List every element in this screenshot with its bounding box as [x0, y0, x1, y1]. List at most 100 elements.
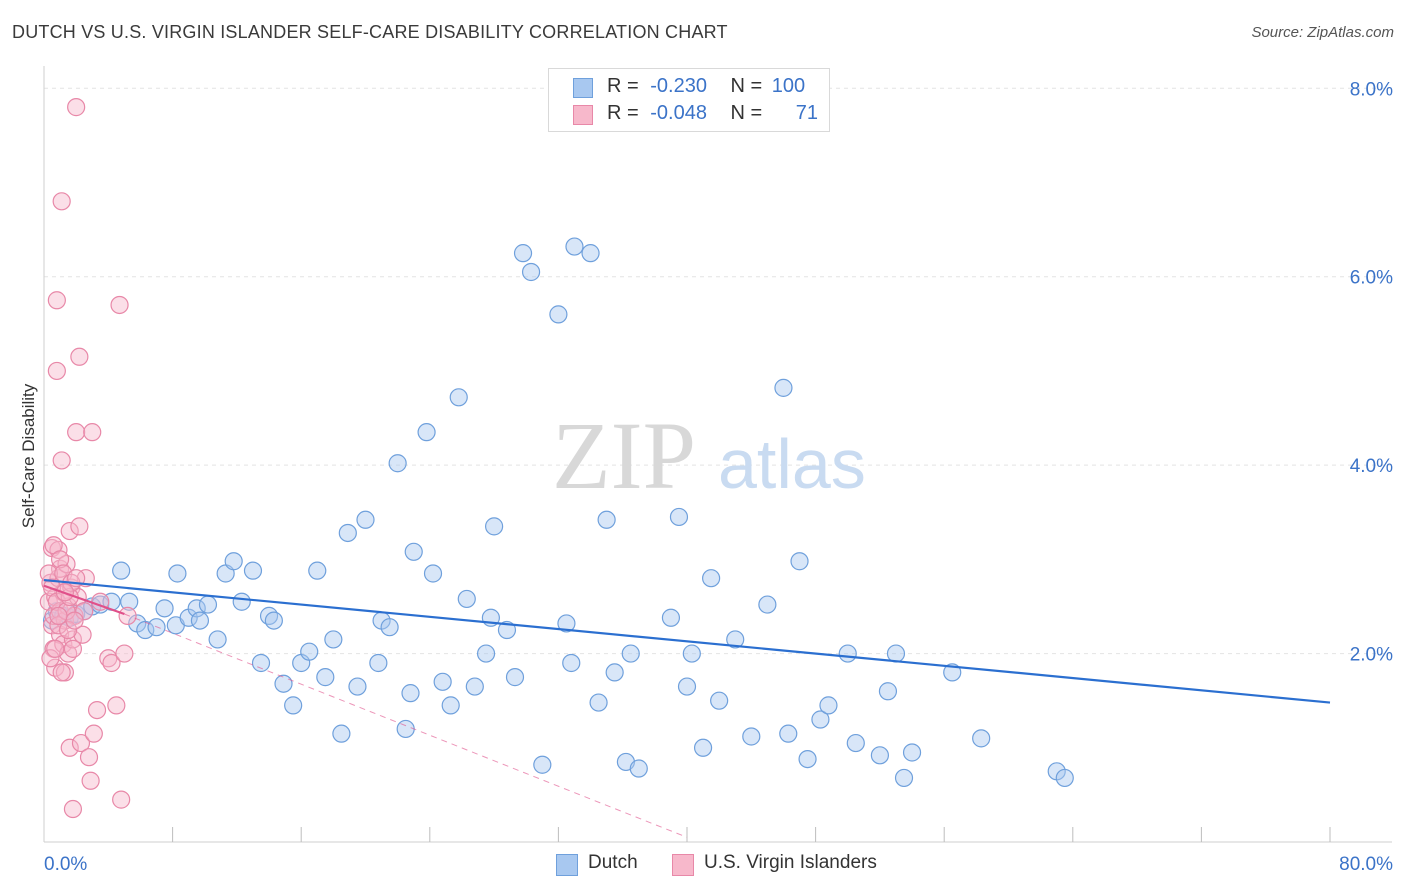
dutch-point	[549, 305, 568, 324]
usvi-point	[50, 550, 70, 569]
dutch-point	[332, 724, 351, 743]
usvi-point	[63, 630, 83, 649]
usvi-point	[41, 649, 60, 668]
dutch-point	[621, 644, 640, 663]
watermark-atlas: atlas	[718, 425, 866, 503]
watermark-zip: ZIP	[552, 402, 696, 509]
dutch-point	[274, 674, 293, 693]
usvi-swatch	[573, 105, 593, 125]
dutch-point	[457, 589, 476, 609]
dutch-point	[838, 644, 857, 663]
dutch-point	[369, 653, 388, 673]
usvi-point	[115, 644, 134, 663]
dutch-point	[557, 614, 576, 633]
dutch-point	[597, 510, 616, 529]
usvi-point	[49, 606, 68, 625]
usvi-point	[52, 663, 71, 682]
usvi-point	[60, 738, 79, 757]
dutch-point	[497, 620, 517, 640]
dutch-point	[251, 653, 271, 673]
dutch-point	[790, 552, 809, 571]
dutch-point	[284, 696, 303, 715]
dutch-point	[742, 727, 761, 746]
dutch-point	[243, 561, 263, 580]
y-tick-label: 6.0%	[1350, 268, 1393, 289]
dutch-point	[779, 724, 798, 743]
usvi-trend-extension	[124, 613, 688, 838]
dutch-point	[120, 592, 139, 611]
dutch-point	[972, 729, 991, 748]
usvi-point	[83, 423, 102, 442]
dutch-point	[774, 378, 793, 397]
usvi-point	[79, 748, 99, 767]
gridlines	[44, 87, 1392, 655]
usvi-r-label: R =	[607, 102, 639, 124]
dutch-point	[380, 618, 399, 637]
dutch-point	[505, 668, 525, 687]
dutch-point	[798, 749, 817, 769]
dutch-point	[661, 608, 681, 627]
dutch-point	[423, 564, 443, 583]
usvi-point	[107, 696, 126, 715]
dutch-point	[308, 561, 327, 580]
dutch-point	[190, 611, 210, 630]
dutch-point	[811, 710, 830, 729]
usvi-r-value: -0.048	[650, 102, 707, 124]
dutch-point	[476, 644, 496, 663]
usvi-n-label: N =	[730, 102, 763, 124]
usvi-point	[52, 192, 71, 211]
dutch-point	[401, 684, 420, 703]
bottom-dutch-label: Dutch	[588, 852, 638, 873]
usvi-point	[76, 569, 95, 588]
dutch-point	[433, 672, 452, 691]
dutch-point	[112, 561, 131, 580]
dutch-point	[533, 755, 552, 774]
dutch-point	[198, 595, 218, 614]
dutch-point	[208, 630, 227, 649]
bottom-dutch-swatch	[556, 854, 578, 876]
dutch-point	[565, 237, 584, 256]
dutch-point	[168, 564, 187, 583]
dutch-point	[521, 262, 541, 282]
usvi-point	[60, 521, 79, 541]
dutch-point	[819, 696, 838, 715]
dutch-point	[465, 677, 484, 696]
dutch-point	[264, 611, 283, 630]
dutch-point	[726, 630, 745, 649]
dutch-point	[693, 738, 713, 757]
dutch-point	[870, 746, 890, 765]
dutch-swatch	[573, 78, 593, 98]
usvi-point	[112, 790, 131, 809]
usvi-n-value: 71	[795, 102, 819, 124]
usvi-point	[65, 611, 84, 630]
usvi-point	[63, 639, 83, 658]
watermark: ZIP atlas	[552, 402, 866, 509]
usvi-point	[46, 639, 65, 658]
x-tick-label-min: 0.0%	[44, 854, 87, 875]
dutch-point	[886, 644, 906, 663]
usvi-point	[110, 295, 129, 315]
usvi-point	[118, 606, 137, 625]
dutch-r-value: -0.230	[650, 75, 707, 97]
dutch-point	[232, 592, 251, 611]
usvi-point	[75, 602, 94, 621]
usvi-point	[81, 771, 100, 790]
dutch-n-value: 100	[771, 75, 806, 97]
usvi-point	[67, 98, 86, 117]
dutch-point	[485, 517, 504, 536]
dutch-point	[356, 510, 375, 529]
usvi-point	[63, 799, 83, 819]
usvi-point	[70, 517, 89, 536]
dutch-point	[629, 759, 648, 778]
dutch-point	[449, 388, 468, 407]
dutch-point	[136, 620, 155, 640]
dutch-point	[404, 542, 423, 561]
dutch-point	[338, 523, 357, 543]
usvi-trend-line	[43, 584, 125, 616]
usvi-point	[102, 653, 121, 673]
dutch-r-label: R =	[607, 75, 639, 97]
usvi-point	[67, 423, 86, 442]
dutch-point	[316, 668, 335, 687]
y-axis-label: Self-Care Disability	[19, 383, 38, 528]
